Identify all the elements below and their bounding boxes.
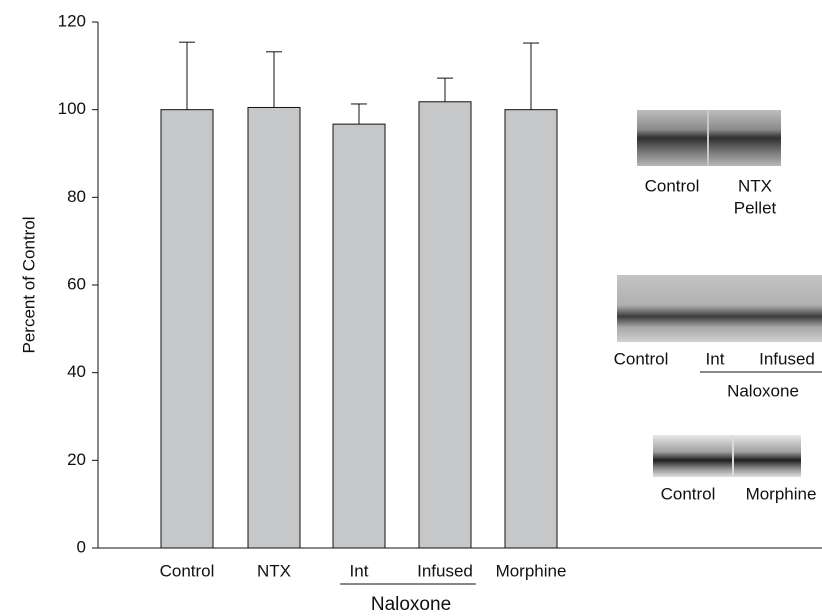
- y-tick-label: 80: [67, 187, 86, 206]
- y-tick-label: 120: [58, 11, 86, 30]
- inset-label: Morphine: [746, 484, 817, 503]
- blot-image: [653, 435, 801, 477]
- group-label: Naloxone: [371, 594, 451, 615]
- x-tick-label: Infused: [417, 561, 473, 580]
- x-tick-label: NTX: [257, 561, 291, 580]
- y-tick-label: 40: [67, 362, 86, 381]
- inset-label: Int: [706, 349, 725, 368]
- y-tick-label: 0: [77, 537, 86, 556]
- y-tick-label: 100: [58, 99, 86, 118]
- inset-label: Pellet: [734, 198, 777, 217]
- inset-label: Control: [661, 484, 716, 503]
- bar: [247, 106, 301, 549]
- y-axis-label: Percent of Control: [19, 216, 38, 353]
- x-tick-label: Morphine: [496, 561, 567, 580]
- inset-group-label: Naloxone: [727, 381, 799, 400]
- inset-label: Infused: [759, 349, 815, 368]
- blot-image: [617, 275, 822, 342]
- y-tick-label: 20: [67, 450, 86, 469]
- inset-label: NTX: [738, 176, 772, 195]
- bar: [504, 109, 558, 549]
- inset-label: Control: [614, 349, 669, 368]
- x-tick-label: Control: [160, 561, 215, 580]
- bar: [332, 123, 386, 549]
- bar: [160, 109, 214, 549]
- x-tick-label: Int: [350, 561, 369, 580]
- y-tick-label: 60: [67, 274, 86, 293]
- bar: [418, 101, 472, 549]
- inset-label: Control: [645, 176, 700, 195]
